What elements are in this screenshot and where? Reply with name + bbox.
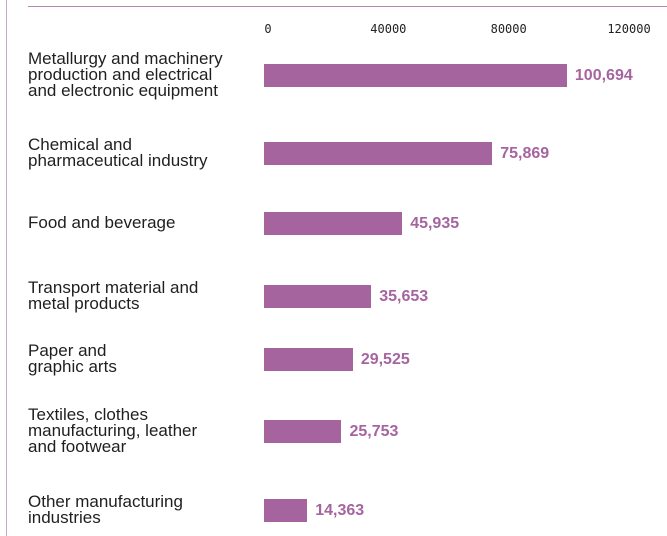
x-tick-label: 0 — [264, 22, 272, 36]
bar-value-label: 35,653 — [379, 287, 429, 305]
bar-value-label: 25,753 — [349, 422, 399, 440]
category-label: Chemical and pharmaceutical industry — [28, 135, 208, 170]
category-label: Food and beverage — [28, 213, 176, 232]
left-border-line — [6, 0, 7, 536]
category-label: Paper and graphic arts — [28, 341, 117, 376]
category-label: Metallurgy and machinery production and … — [28, 49, 223, 100]
bar — [264, 63, 567, 87]
category-label: Transport material and metal products — [28, 278, 199, 313]
bar — [264, 347, 353, 371]
bar-value-label: 45,935 — [410, 214, 460, 232]
bar-value-label: 14,363 — [315, 501, 365, 519]
x-tick-label: 40000 — [370, 22, 407, 36]
x-tick-label: 80000 — [490, 22, 527, 36]
bar — [264, 211, 403, 235]
bar — [264, 284, 372, 308]
top-border-line — [28, 6, 667, 7]
bar — [264, 141, 493, 165]
category-label: Other manufacturing industries — [28, 492, 183, 527]
bar-value-label: 75,869 — [500, 144, 550, 162]
x-tick-label: 120000 — [607, 22, 651, 36]
bar-value-label: 29,525 — [360, 350, 410, 368]
bar — [264, 419, 342, 443]
bar — [264, 498, 308, 522]
category-label: Textiles, clothes manufacturing, leather… — [28, 405, 198, 456]
bar-value-label: 100,694 — [574, 66, 633, 84]
